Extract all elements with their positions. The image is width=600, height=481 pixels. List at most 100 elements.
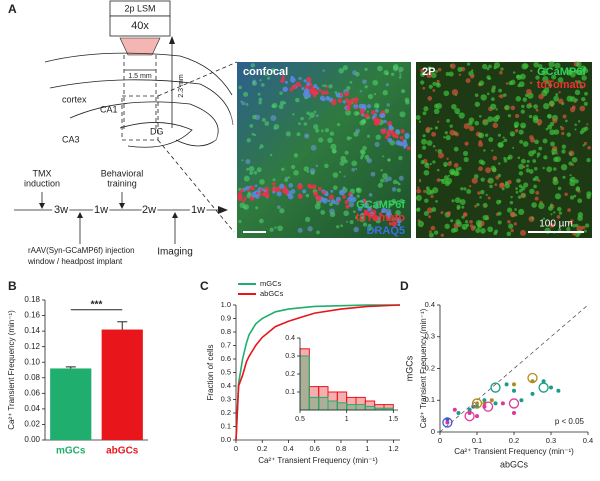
cell bbox=[324, 163, 329, 169]
cell bbox=[483, 119, 487, 123]
y-tick-label: 0.06 bbox=[24, 388, 40, 397]
cell bbox=[272, 190, 276, 194]
cell bbox=[577, 211, 584, 218]
cell bbox=[433, 230, 439, 235]
cell bbox=[433, 108, 440, 115]
y-tick-label: 0.1 bbox=[221, 421, 231, 430]
cell bbox=[292, 113, 295, 116]
cell bbox=[374, 141, 380, 147]
cell bbox=[272, 178, 276, 182]
event-label: window / headpost implant bbox=[27, 257, 123, 266]
cell bbox=[349, 81, 353, 84]
cell bbox=[287, 176, 291, 179]
cell bbox=[277, 225, 283, 232]
cell bbox=[523, 63, 529, 69]
cell bbox=[293, 170, 299, 176]
x-tick-label: 1.5 bbox=[388, 416, 398, 423]
cell bbox=[485, 216, 490, 221]
cell bbox=[542, 217, 546, 220]
cell bbox=[304, 133, 310, 139]
image-title: confocal bbox=[243, 66, 288, 78]
y-tick-label: 0.1 bbox=[425, 395, 435, 404]
cell bbox=[303, 88, 310, 95]
cell bbox=[581, 225, 586, 230]
cell bbox=[579, 130, 584, 135]
cell bbox=[498, 162, 501, 165]
cell bbox=[259, 188, 264, 192]
cell bbox=[346, 86, 351, 90]
cell bbox=[344, 91, 350, 97]
cell bbox=[586, 191, 592, 197]
cell bbox=[421, 138, 427, 145]
cell bbox=[583, 101, 588, 106]
cell bbox=[573, 194, 577, 198]
cell bbox=[582, 144, 585, 147]
cell bbox=[276, 205, 281, 210]
cell bbox=[259, 179, 265, 185]
cell bbox=[363, 209, 368, 214]
cell bbox=[480, 189, 485, 195]
cell bbox=[375, 134, 382, 140]
cell bbox=[584, 91, 588, 96]
cell bbox=[308, 117, 311, 120]
cell bbox=[252, 114, 257, 120]
cell bbox=[334, 91, 338, 94]
cell bbox=[339, 160, 345, 166]
cell bbox=[488, 64, 492, 69]
cell bbox=[382, 90, 388, 96]
cell bbox=[504, 182, 510, 189]
cell bbox=[282, 86, 288, 93]
cell bbox=[515, 96, 522, 102]
cell bbox=[466, 189, 472, 194]
cell bbox=[454, 197, 461, 204]
cell bbox=[463, 157, 469, 163]
cell bbox=[584, 223, 590, 228]
cell bbox=[315, 128, 320, 133]
cell bbox=[349, 194, 354, 198]
y-tick-label: 0.04 bbox=[24, 404, 40, 413]
cell bbox=[350, 196, 357, 203]
cell bbox=[446, 211, 451, 216]
cell bbox=[271, 104, 276, 108]
cell bbox=[391, 187, 397, 192]
cell bbox=[379, 212, 383, 216]
cell bbox=[372, 215, 378, 221]
y-tick-label: 0.6 bbox=[221, 354, 231, 363]
cell bbox=[318, 137, 324, 143]
cell bbox=[510, 195, 513, 199]
cell bbox=[449, 160, 452, 163]
scale-label: 100 µm bbox=[539, 219, 573, 230]
cell bbox=[340, 224, 343, 228]
cell bbox=[243, 204, 249, 210]
cell bbox=[272, 69, 276, 72]
y-axis-label: Ca²⁺ Transient Frequency (min⁻¹) bbox=[7, 310, 16, 430]
cell bbox=[551, 152, 555, 156]
cell bbox=[501, 140, 505, 143]
cell bbox=[383, 201, 387, 205]
cell bbox=[337, 93, 341, 97]
cell bbox=[307, 226, 313, 232]
cell bbox=[344, 199, 349, 205]
cell bbox=[569, 174, 572, 177]
x-tick-label: 0.3 bbox=[546, 436, 556, 445]
cell bbox=[428, 215, 432, 219]
cell bbox=[549, 203, 553, 207]
y-tick-label: 0.4 bbox=[221, 381, 231, 390]
cell bbox=[568, 161, 573, 166]
cell bbox=[557, 77, 564, 83]
cell bbox=[485, 193, 488, 196]
cell bbox=[336, 225, 340, 229]
cell bbox=[577, 198, 583, 204]
cell bbox=[450, 170, 455, 176]
cell bbox=[562, 175, 566, 179]
cell bbox=[417, 154, 423, 159]
cell bbox=[518, 129, 524, 135]
cell bbox=[534, 196, 539, 201]
cell bbox=[431, 131, 437, 137]
cell bbox=[434, 149, 438, 152]
cell bbox=[372, 79, 379, 86]
cell bbox=[546, 113, 552, 119]
cell bbox=[518, 184, 523, 188]
identity-line bbox=[439, 304, 589, 433]
cell bbox=[327, 137, 333, 144]
